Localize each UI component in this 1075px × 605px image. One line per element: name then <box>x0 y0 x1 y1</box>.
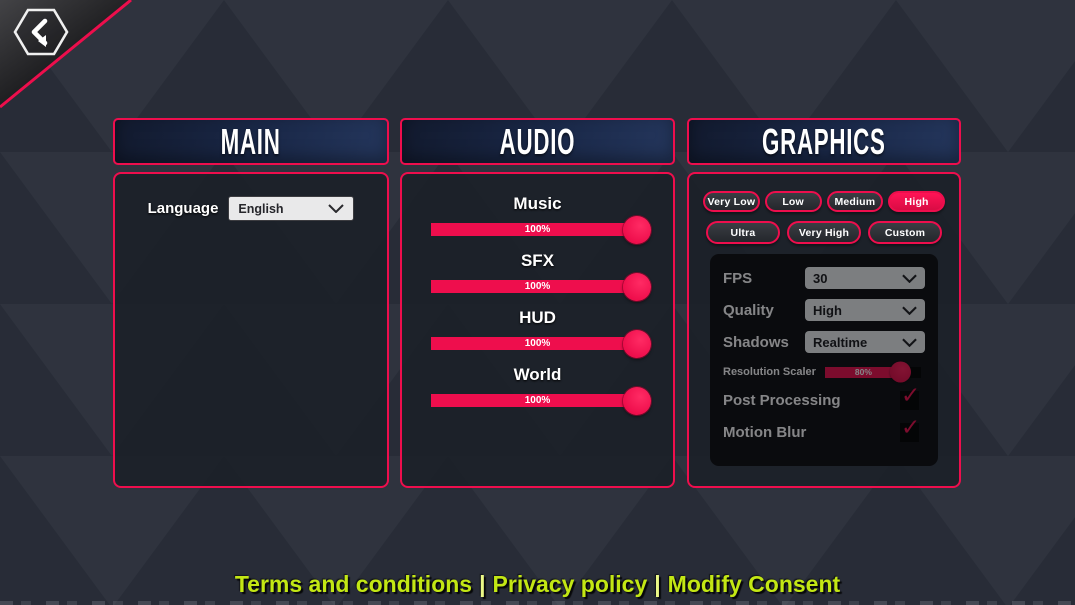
graphics-panel: GRAPHICS Very Low Low Medium High Ultra … <box>687 118 961 488</box>
shadows-label: Shadows <box>723 333 789 351</box>
post-processing-label: Post Processing <box>723 392 841 409</box>
hud-slider[interactable]: 100% <box>430 329 651 358</box>
motion-blur-checkbox[interactable]: ✓ <box>900 416 920 442</box>
fps-label: FPS <box>723 269 753 287</box>
modify-consent-link[interactable]: Modify Consent <box>667 571 841 597</box>
quality-select[interactable]: High <box>805 299 925 321</box>
sfx-label: SFX <box>520 251 555 270</box>
hud-label: HUD <box>519 308 556 327</box>
hexagon-shape <box>13 8 69 56</box>
fps-row: FPS 30 <box>723 267 925 289</box>
resolution-scaler-label: Resolution Scaler <box>723 366 816 378</box>
cutoff-text-strip <box>0 601 1075 605</box>
language-select-value: English <box>238 201 284 216</box>
fps-select[interactable]: 30 <box>805 267 925 289</box>
chevron-down-icon <box>328 204 345 213</box>
quality-label: Quality <box>723 301 774 319</box>
hud-slider-knob[interactable] <box>622 329 651 358</box>
preset-row-2: Ultra Very High Custom <box>703 221 945 244</box>
footer-separator: | <box>479 571 486 597</box>
resolution-scaler-value: 80% <box>854 367 872 377</box>
graphics-settings-disabled-group: FPS 30 Quality High <box>723 267 925 442</box>
world-slider-knob[interactable] <box>622 386 651 415</box>
terms-link[interactable]: Terms and conditions <box>234 571 473 597</box>
sfx-slider-knob[interactable] <box>622 272 651 301</box>
quality-row: Quality High <box>723 299 925 321</box>
preset-high[interactable]: High <box>888 191 945 212</box>
preset-row-1: Very Low Low Medium High <box>703 191 945 212</box>
preset-custom[interactable]: Custom <box>868 221 942 244</box>
preset-buttons: Very Low Low Medium High Ultra Very High… <box>689 174 959 244</box>
main-panel: MAIN Language English <box>113 118 389 488</box>
audio-panel-title: AUDIO <box>499 120 576 162</box>
shadows-select[interactable]: Realtime <box>805 331 925 353</box>
world-slider-value: 100% <box>524 395 551 406</box>
shadows-select-value: Realtime <box>813 334 868 350</box>
sfx-slider[interactable]: 100% <box>430 272 651 301</box>
graphics-panel-title: GRAPHICS <box>762 120 886 162</box>
privacy-link[interactable]: Privacy policy <box>492 571 648 597</box>
preset-ultra[interactable]: Ultra <box>706 221 780 244</box>
back-icon <box>13 8 69 56</box>
graphics-settings-subpanel: FPS 30 Quality High <box>710 254 938 466</box>
main-panel-title: MAIN <box>221 120 281 162</box>
music-slider-knob[interactable] <box>622 215 651 244</box>
post-processing-row: Post Processing ✓ <box>723 384 925 410</box>
post-processing-checkbox[interactable]: ✓ <box>900 384 920 410</box>
main-panel-body: Language English <box>113 172 389 488</box>
music-slider[interactable]: 100% <box>430 215 651 244</box>
audio-panel: AUDIO Music 100% SFX 100% <box>400 118 675 488</box>
language-row: Language English <box>115 174 387 221</box>
back-button[interactable] <box>12 6 70 58</box>
corner-accent-line <box>0 0 132 109</box>
resolution-scaler-row: Resolution Scaler 80% <box>723 361 925 383</box>
motion-blur-label: Motion Blur <box>723 424 807 441</box>
sfx-slider-group: SFX 100% <box>402 251 673 301</box>
audio-panel-body: Music 100% SFX 100% HUD <box>400 172 675 488</box>
shadows-row: Shadows Realtime <box>723 331 925 353</box>
audio-panel-header: AUDIO <box>400 118 675 165</box>
world-slider-group: World 100% <box>402 365 673 415</box>
world-label: World <box>513 365 562 384</box>
music-label: Music <box>513 194 562 213</box>
graphics-panel-body: Very Low Low Medium High Ultra Very High… <box>687 172 961 488</box>
motion-blur-row: Motion Blur ✓ <box>723 416 925 442</box>
world-slider[interactable]: 100% <box>430 386 651 415</box>
sfx-slider-value: 100% <box>524 281 551 292</box>
arrow-tail <box>38 35 46 47</box>
fps-select-value: 30 <box>813 270 828 286</box>
preset-low[interactable]: Low <box>764 191 822 212</box>
graphics-panel-header: GRAPHICS <box>687 118 961 165</box>
language-label: Language <box>147 200 219 217</box>
quality-select-value: High <box>813 302 842 318</box>
music-slider-value: 100% <box>524 224 551 235</box>
preset-medium[interactable]: Medium <box>826 191 884 212</box>
resolution-scaler-knob[interactable] <box>889 361 911 383</box>
resolution-scaler-slider[interactable]: 80% <box>825 361 921 383</box>
music-slider-group: Music 100% <box>402 194 673 244</box>
check-icon: ✓ <box>901 414 921 440</box>
preset-very-low[interactable]: Very Low <box>703 191 760 212</box>
chevron-down-icon <box>902 273 917 283</box>
hud-slider-group: HUD 100% <box>402 308 673 358</box>
main-panel-header: MAIN <box>113 118 389 165</box>
check-icon: ✓ <box>901 382 921 408</box>
language-select[interactable]: English <box>228 196 355 221</box>
preset-very-high[interactable]: Very High <box>787 221 861 244</box>
legal-footer: Terms and conditions | Privacy policy | Modi… <box>0 571 1075 598</box>
hud-slider-value: 100% <box>524 338 551 349</box>
chevron-down-icon <box>902 305 917 315</box>
chevron-down-icon <box>902 337 917 347</box>
footer-separator: | <box>654 571 661 597</box>
